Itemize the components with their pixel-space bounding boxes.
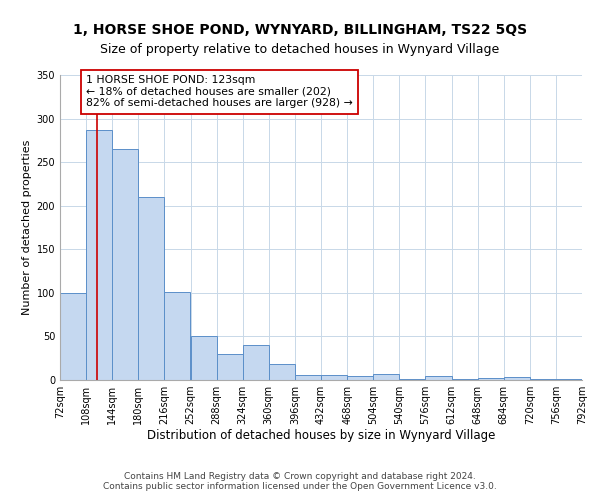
Text: Contains HM Land Registry data © Crown copyright and database right 2024.: Contains HM Land Registry data © Crown c… — [124, 472, 476, 481]
Y-axis label: Number of detached properties: Number of detached properties — [22, 140, 32, 315]
Bar — [347, 376, 373, 380]
Text: Contains public sector information licensed under the Open Government Licence v3: Contains public sector information licen… — [103, 482, 497, 491]
Text: 1 HORSE SHOE POND: 123sqm
← 18% of detached houses are smaller (202)
82% of semi: 1 HORSE SHOE POND: 123sqm ← 18% of detac… — [86, 75, 353, 108]
Bar — [112, 149, 138, 380]
Bar — [478, 378, 504, 380]
Bar — [556, 379, 582, 380]
Bar — [295, 375, 321, 380]
Bar — [164, 292, 190, 380]
Bar — [269, 364, 295, 380]
Bar — [60, 293, 86, 380]
X-axis label: Distribution of detached houses by size in Wynyard Village: Distribution of detached houses by size … — [147, 428, 495, 442]
Bar — [400, 379, 425, 380]
Bar — [242, 345, 269, 380]
Bar — [452, 379, 478, 380]
Text: 1, HORSE SHOE POND, WYNYARD, BILLINGHAM, TS22 5QS: 1, HORSE SHOE POND, WYNYARD, BILLINGHAM,… — [73, 22, 527, 36]
Bar — [217, 354, 242, 380]
Bar — [191, 336, 217, 380]
Bar — [139, 197, 164, 380]
Bar — [86, 130, 112, 380]
Bar — [425, 376, 452, 380]
Text: Size of property relative to detached houses in Wynyard Village: Size of property relative to detached ho… — [100, 42, 500, 56]
Bar — [530, 379, 556, 380]
Bar — [373, 374, 400, 380]
Bar — [504, 376, 530, 380]
Bar — [321, 375, 347, 380]
